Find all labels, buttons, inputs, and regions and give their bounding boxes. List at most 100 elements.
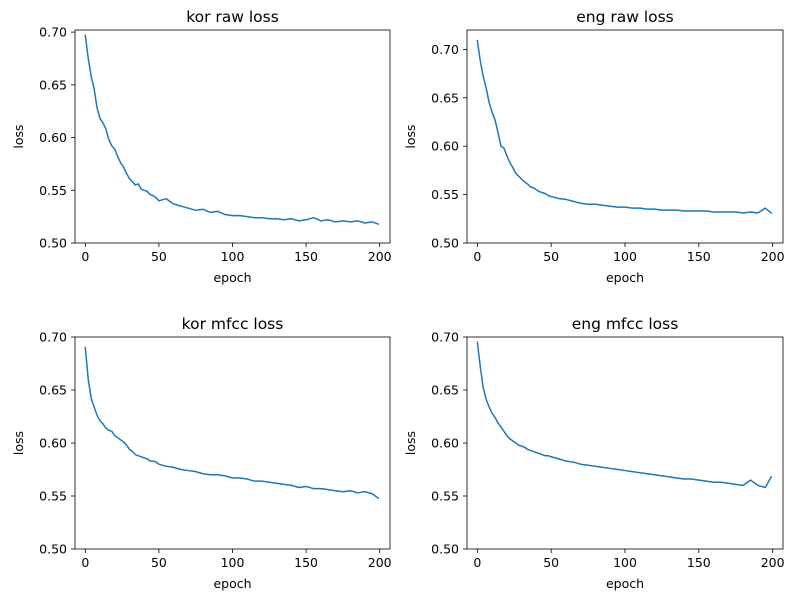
y-tick-label: 0.60 bbox=[431, 139, 459, 154]
data-point bbox=[524, 181, 525, 182]
axes-frame bbox=[466, 29, 784, 244]
y-tick-label: 0.70 bbox=[431, 42, 459, 57]
y-tick-label: 0.55 bbox=[431, 187, 459, 202]
data-point bbox=[114, 435, 115, 436]
data-point bbox=[144, 457, 145, 458]
data-point bbox=[617, 469, 618, 470]
y-tick-label: 0.50 bbox=[39, 542, 67, 557]
y-tick-label: 0.70 bbox=[39, 25, 67, 40]
data-point bbox=[269, 482, 270, 483]
x-tick-label: 50 bbox=[543, 555, 559, 570]
data-point bbox=[155, 461, 156, 462]
data-point bbox=[639, 472, 640, 473]
data-point bbox=[558, 198, 559, 199]
data-point bbox=[713, 482, 714, 483]
y-tick-label: 0.65 bbox=[39, 383, 67, 398]
data-point bbox=[105, 129, 106, 130]
data-point bbox=[91, 76, 92, 77]
data-point bbox=[291, 485, 292, 486]
data-point bbox=[173, 467, 174, 468]
data-point bbox=[728, 483, 729, 484]
data-point bbox=[632, 208, 633, 209]
data-point bbox=[210, 474, 211, 475]
x-tick-label: 200 bbox=[761, 249, 785, 264]
data-point bbox=[750, 211, 751, 212]
data-point bbox=[545, 455, 546, 456]
data-point bbox=[232, 215, 233, 216]
data-point bbox=[129, 178, 130, 179]
data-point bbox=[85, 347, 86, 348]
data-point bbox=[99, 118, 100, 119]
loss-line bbox=[84, 34, 380, 225]
data-point bbox=[126, 445, 127, 446]
data-point bbox=[610, 206, 611, 207]
data-point bbox=[135, 184, 136, 185]
data-point bbox=[120, 439, 121, 440]
data-point bbox=[587, 465, 588, 466]
data-point bbox=[521, 179, 522, 180]
x-tick-label: 100 bbox=[613, 555, 637, 570]
data-point bbox=[166, 198, 167, 199]
x-tick-label: 50 bbox=[151, 555, 167, 570]
data-point bbox=[180, 469, 181, 470]
data-point bbox=[477, 40, 478, 41]
data-point bbox=[239, 215, 240, 216]
data-point bbox=[683, 478, 684, 479]
data-point bbox=[492, 112, 493, 113]
y-tick-label: 0.50 bbox=[431, 236, 459, 251]
data-point bbox=[298, 220, 299, 221]
data-point bbox=[254, 217, 255, 218]
x-tick-label: 0 bbox=[473, 249, 481, 264]
data-point bbox=[225, 214, 226, 215]
x-tick-label: 150 bbox=[687, 555, 711, 570]
data-point bbox=[117, 156, 118, 157]
data-point bbox=[624, 207, 625, 208]
data-point bbox=[512, 167, 513, 168]
y-tick-label: 0.55 bbox=[39, 183, 67, 198]
data-point bbox=[102, 122, 103, 123]
x-tick-label: 200 bbox=[368, 249, 392, 264]
y-tick-label: 0.65 bbox=[431, 383, 459, 398]
data-point bbox=[497, 422, 498, 423]
x-axis-label: epoch bbox=[606, 576, 644, 591]
data-point bbox=[595, 204, 596, 205]
data-point bbox=[120, 162, 121, 163]
data-point bbox=[138, 455, 139, 456]
data-point bbox=[483, 387, 484, 388]
data-point bbox=[147, 458, 148, 459]
data-point bbox=[180, 205, 181, 206]
data-point bbox=[276, 483, 277, 484]
y-axis-label: loss bbox=[403, 124, 418, 148]
chart-title: eng mfcc loss bbox=[572, 315, 679, 333]
chart-title: kor raw loss bbox=[186, 8, 279, 26]
data-point bbox=[506, 435, 507, 436]
data-point bbox=[261, 481, 262, 482]
data-point bbox=[269, 218, 270, 219]
y-axis-label: loss bbox=[403, 431, 418, 455]
data-point bbox=[372, 221, 373, 222]
x-tick-label: 0 bbox=[81, 249, 89, 264]
subplot-4: 0 50 100 150 200 0.50 0.55 0.60 0.65 0.70 eng mfcc… bbox=[403, 315, 785, 591]
data-point bbox=[335, 221, 336, 222]
data-point bbox=[313, 488, 314, 489]
data-point bbox=[96, 107, 97, 108]
data-point bbox=[521, 446, 522, 447]
data-point bbox=[364, 222, 365, 223]
data-point bbox=[654, 474, 655, 475]
x-tick-label: 100 bbox=[613, 249, 637, 264]
data-point bbox=[342, 220, 343, 221]
data-point bbox=[661, 209, 662, 210]
data-point bbox=[328, 489, 329, 490]
data-point bbox=[152, 195, 153, 196]
data-point bbox=[691, 210, 692, 211]
data-point bbox=[771, 476, 772, 477]
data-point bbox=[720, 211, 721, 212]
data-point bbox=[114, 149, 115, 150]
data-point bbox=[88, 58, 89, 59]
data-point bbox=[524, 447, 525, 448]
data-point bbox=[123, 166, 124, 167]
axes-frame bbox=[74, 29, 391, 244]
data-point bbox=[225, 475, 226, 476]
data-point bbox=[661, 475, 662, 476]
data-point bbox=[117, 437, 118, 438]
